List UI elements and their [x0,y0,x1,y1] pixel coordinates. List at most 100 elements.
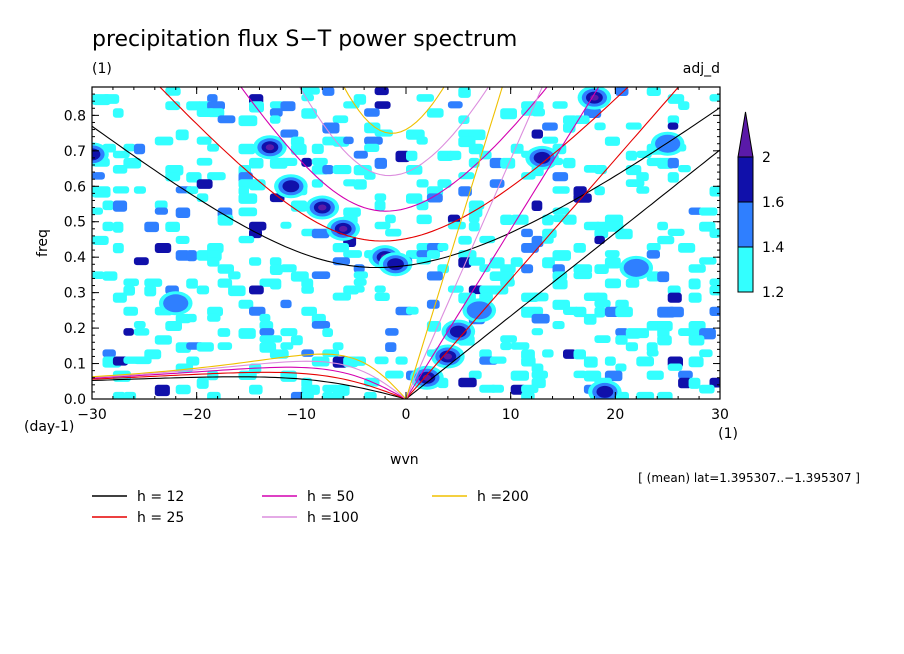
spectrum-cell [144,285,157,297]
spectrum-cell [102,94,120,104]
spectrum-cell [249,306,266,316]
spectrum-cell [238,143,256,155]
spectrum-cell [667,115,680,125]
spectrum-cell [207,257,220,267]
spectrum-cell [311,157,328,166]
spectrum-cell [332,292,351,301]
spectrum-cell [322,349,340,358]
spectrum-cell [259,328,275,336]
spectrum-cell [123,285,135,296]
spectrum-cell [269,257,282,267]
spectrum-cell [196,136,212,145]
spectrum-cell [615,328,629,336]
spectrum-cell [615,228,633,240]
spectrum-cell [196,157,213,166]
y-tick-label: 0.0 [64,392,86,408]
y-tick-label: 0.6 [64,179,86,195]
spectrum-cell [280,221,292,229]
spectrum-cell [678,101,690,110]
spectrum-cell [699,349,713,358]
spectrum-cell [186,186,199,195]
spectrum-cell [395,356,408,365]
spectrum-cell [353,271,368,279]
spectrum-cell [154,384,170,397]
spectrum-cell [332,165,352,175]
spectrum-cell [447,221,466,230]
spectrum-cell [688,278,701,290]
spectrum-cell [290,200,308,212]
spectrum-cell [447,150,462,161]
spectrum-cell [667,306,684,318]
spectrum-cell [269,108,283,117]
spectrum-cell [364,143,380,152]
spectrum-cell [102,200,114,211]
spectrum-cell [102,271,118,281]
spectrum-cell [217,214,234,226]
colorbar-label: 1.2 [762,285,784,301]
spectrum-cell [447,101,463,109]
spectrum-cell [688,264,706,273]
spectrum-cell [563,214,577,225]
spectrum-cell [521,172,536,180]
spectrum-cell [531,313,550,324]
dispersion-curve-line [92,107,720,269]
spectral-peak [265,144,275,151]
spectrum-cell [458,257,472,268]
spectrum-cell [301,349,314,357]
spectrum-cell [217,264,234,274]
spectrum-cell [228,285,246,297]
legend-label: h = 25 [137,510,184,526]
spectrum-cell [667,172,679,183]
spectrum-cell [92,235,109,245]
chart-subtitle-left: (1) [92,61,112,77]
spectrum-cell [374,200,386,211]
spectrum-cell [604,257,621,269]
spectral-peak [282,180,300,193]
colorbar-label: 1.4 [762,240,784,256]
spectrum-cell [322,391,334,399]
spectrum-cell [709,285,720,296]
spectrum-cell [217,278,233,288]
spectrum-cell [154,200,168,210]
spectrum-cell [186,172,202,183]
spectrum-cell [542,257,555,269]
spectrum-cell [259,321,274,330]
spectrum-cell [186,278,198,289]
spectral-peak [422,374,432,381]
spectrum-cell [133,328,150,336]
spectrum-cell [332,391,345,399]
spectrum-cell [364,172,376,180]
spectrum-cell [479,235,496,244]
spectrum-cell [521,228,533,238]
spectrum-cell [426,193,443,203]
spectrum-cell [92,207,103,215]
spectrum-cell [625,179,645,187]
spectrum-cell [542,214,554,226]
spectrum-cell [521,243,539,253]
spectrum-cell [133,321,146,329]
spectrum-cell [280,101,296,112]
spectrum-cell [426,299,440,309]
spectrum-cell [688,321,706,331]
spectrum-cell [280,157,298,166]
spectrum-cell [186,313,197,323]
spectral-peak [590,94,599,101]
spectrum-cell [196,377,209,389]
spectrum-cell [688,356,704,368]
spectrum-cell [416,179,429,188]
spectrum-cell [625,150,637,161]
legend-label: h =100 [307,510,359,526]
dispersion-curve-line [92,376,407,399]
spectrum-cell [238,299,254,309]
spectrum-cell [500,264,516,274]
spectrum-cell [217,115,236,124]
spectrum-cell [510,370,529,381]
spectrum-cell [269,278,282,290]
legend: h = 12 h = 25 h = 50 h =100 h =200 [92,489,529,526]
spectrum-cell [332,243,349,253]
spectrum-cell [709,306,720,316]
spectrum-cell [207,391,221,399]
spectrum-cell [385,228,402,237]
spectrum-cell [92,172,105,180]
spectrum-cell [542,136,559,144]
